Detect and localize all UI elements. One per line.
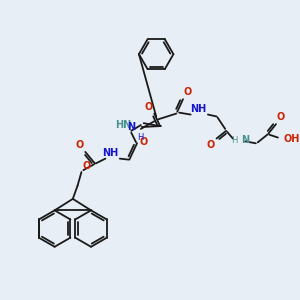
Text: NH: NH xyxy=(102,148,118,158)
Text: NH: NH xyxy=(190,103,206,114)
Text: O: O xyxy=(206,140,214,150)
Text: N: N xyxy=(242,135,250,146)
Text: HN: HN xyxy=(116,120,132,130)
Text: O: O xyxy=(140,137,148,147)
Text: OH: OH xyxy=(284,134,300,143)
Text: O: O xyxy=(82,161,91,171)
Text: O: O xyxy=(75,140,83,150)
Text: H: H xyxy=(137,133,143,142)
Text: O: O xyxy=(144,102,152,112)
Text: H: H xyxy=(231,136,238,145)
Text: O: O xyxy=(184,87,192,97)
Text: N: N xyxy=(127,122,135,132)
Text: O: O xyxy=(277,112,285,122)
